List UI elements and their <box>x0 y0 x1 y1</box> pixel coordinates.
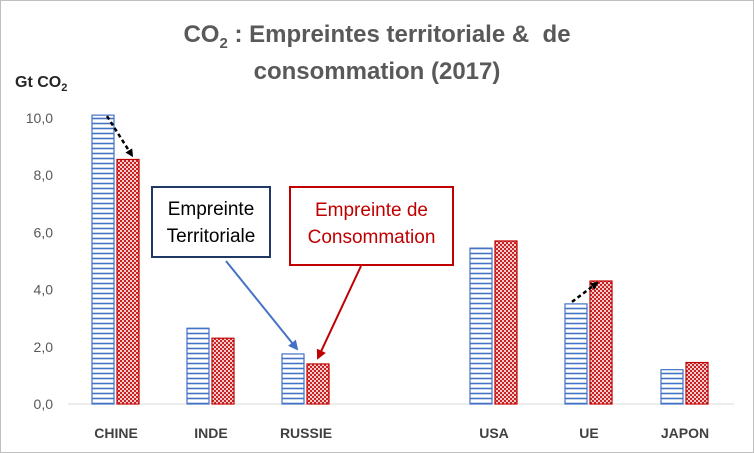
bar-territorial <box>564 303 588 405</box>
y-tick-label: 2,0 <box>34 339 54 355</box>
y-tick-label: 4,0 <box>34 282 54 298</box>
eu-diff-arrow <box>571 281 599 303</box>
y-tick-label: 10,0 <box>26 110 53 126</box>
bar-territorial <box>281 353 305 405</box>
x-tick-label: RUSSIE <box>280 425 332 441</box>
bar-territorial <box>469 247 493 405</box>
x-tick-label: CHINE <box>94 425 138 441</box>
x-tick-label: USA <box>479 425 509 441</box>
territorial-pointer-arrow <box>225 260 299 351</box>
bar-consommation <box>685 361 709 405</box>
bar-territorial <box>660 369 684 405</box>
china-diff-arrow <box>105 115 134 158</box>
x-tick-label: UE <box>579 425 598 441</box>
bar-consommation <box>494 240 518 405</box>
y-tick-label: 0,0 <box>34 396 54 412</box>
x-tick-label: INDE <box>194 425 227 441</box>
consommation-callout: Empreinte de Consommation <box>289 186 454 266</box>
y-tick-label: 6,0 <box>34 224 54 240</box>
bar-territorial <box>186 327 210 405</box>
bar-consommation <box>589 280 613 405</box>
bar-territorial <box>91 114 115 405</box>
bar-consommation <box>306 363 330 405</box>
bar-consommation <box>116 158 140 405</box>
chart-title-line2: consommation (2017) <box>253 58 501 85</box>
territorial-callout: Empreinte Territoriale <box>151 186 271 258</box>
x-tick-label: JAPON <box>661 425 709 441</box>
y-axis-label: Gt CO2 <box>15 74 68 95</box>
bar-consommation <box>211 337 235 405</box>
chart-title-line1: CO2 : Empreintes territoriale & de <box>183 21 571 52</box>
y-tick-label: 8,0 <box>34 167 54 183</box>
consommation-pointer-arrow <box>316 265 362 360</box>
